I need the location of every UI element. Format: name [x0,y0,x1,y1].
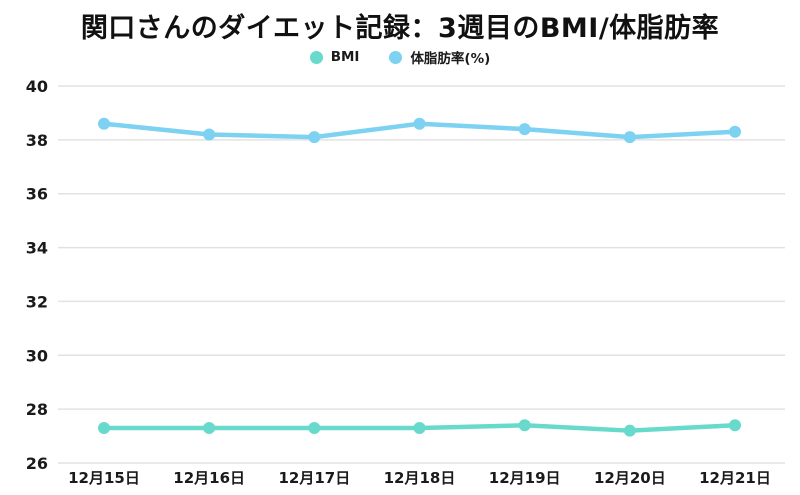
y-tick-label: 26 [26,454,48,473]
data-point-1-2 [308,131,321,144]
data-point-0-5 [623,424,636,437]
data-point-0-0 [98,421,110,434]
x-tick-label: 12月15日 [68,469,140,487]
data-point-0-6 [729,419,741,432]
y-tick-label: 34 [26,239,48,258]
y-tick-label: 30 [26,346,48,365]
data-point-1-5 [623,131,636,144]
data-point-0-1 [203,421,216,434]
legend-label-bodyfat: 体脂肪率(%) [410,51,491,67]
legend-item-bmi: BMI [309,49,360,65]
data-point-0-3 [413,421,426,434]
legend-dot-bodyfat-icon [389,50,403,64]
x-tick-label: 12月20日 [594,469,666,487]
x-tick-label: 12月18日 [384,469,456,487]
data-point-1-0 [98,117,110,130]
x-tick-label: 12月21日 [699,469,771,487]
x-tick-label: 12月19日 [489,469,561,487]
y-tick-label: 32 [26,292,48,311]
x-tick-label: 12月17日 [278,469,350,487]
y-tick-label: 36 [26,185,48,204]
x-tick-label: 12月16日 [173,469,245,487]
chart-legend: BMI 体脂肪率(%) [0,47,800,67]
data-point-1-6 [729,125,741,138]
y-tick-label: 40 [26,77,48,96]
legend-item-bodyfat: 体脂肪率(%) [389,47,490,67]
y-tick-label: 38 [26,131,48,150]
legend-label-bmi: BMI [330,49,360,65]
legend-dot-bmi-icon [309,50,323,64]
data-point-0-4 [518,419,531,432]
data-point-0-2 [308,421,321,434]
data-point-1-3 [413,117,426,130]
y-tick-label: 28 [26,400,48,419]
data-point-1-1 [203,128,216,141]
data-point-1-4 [518,123,531,136]
chart-title: 関口さんのダイエット記録：3週目のBMI/体脂肪率 [80,13,720,44]
